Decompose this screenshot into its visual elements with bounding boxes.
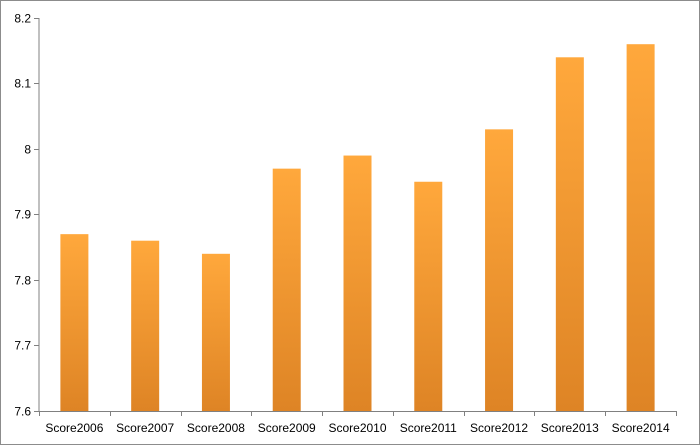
y-tick-label: 7.8	[14, 274, 31, 288]
x-tick-label: Score2010	[328, 421, 386, 435]
y-tick-label: 8.1	[14, 77, 31, 91]
x-axis: Score2006 Score2007 Score2008 Score2009 Scor…	[39, 411, 677, 435]
x-tick-label: Score2008	[187, 421, 245, 435]
bar-score2010	[343, 155, 372, 411]
bar-score2012	[485, 129, 514, 411]
bar-score2006	[60, 234, 89, 411]
x-tick-label: Score2007	[116, 421, 174, 435]
y-tick-label: 7.6	[14, 405, 31, 419]
x-tick-label: Score2013	[541, 421, 599, 435]
x-tick-label: Score2006	[45, 421, 103, 435]
bar-score2007	[131, 240, 160, 411]
bar-score2008	[201, 253, 230, 411]
x-tick-label: Score2014	[612, 421, 670, 435]
y-axis: 7.6 7.7 7.8 7.9 8 8.1 8.2	[14, 12, 40, 419]
x-tick-label: Score2009	[258, 421, 316, 435]
bar-score2014	[626, 44, 655, 411]
x-tick-label: Score2011	[400, 421, 457, 435]
bar-score2009	[272, 168, 301, 411]
x-tick-label: Score2012	[470, 421, 528, 435]
y-tick-label: 8.2	[14, 12, 31, 26]
y-tick-label: 7.9	[14, 208, 31, 222]
bar-score2011	[414, 181, 443, 411]
bars	[60, 44, 655, 412]
bar-score2013	[555, 57, 584, 412]
y-tick-label: 8	[24, 143, 31, 157]
y-tick-label: 7.7	[14, 339, 31, 353]
